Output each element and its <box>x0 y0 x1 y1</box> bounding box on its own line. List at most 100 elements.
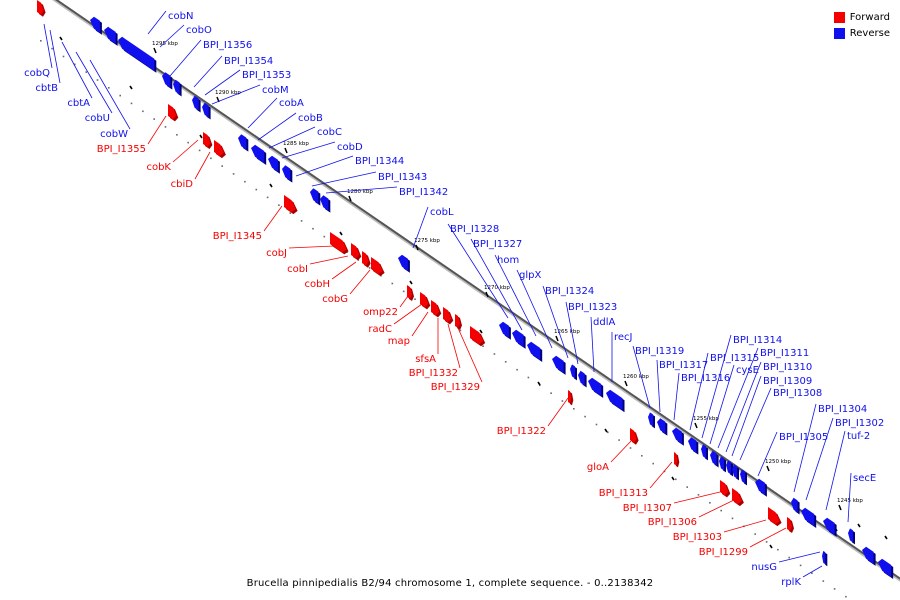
gene-label-tuf-2: tuf-2 <box>847 431 870 442</box>
ruler-dot <box>300 220 303 222</box>
ruler-dot <box>130 102 133 105</box>
gene-label-cobq: cobQ <box>24 68 50 79</box>
ruler-dot <box>697 494 700 496</box>
gene-glyph-bpi-i1355 <box>168 104 177 120</box>
gene-glyph-bpi-i1303 <box>768 507 780 525</box>
gene-label-cobo: cobO <box>186 25 212 36</box>
gene-glyph-radc <box>420 292 429 308</box>
ruler-dot <box>210 157 212 160</box>
ruler-dot <box>845 595 847 598</box>
scale-label: 1260 kbp <box>623 374 649 380</box>
gene-label-radc: radC <box>368 324 392 335</box>
gene-glyph-bpi-i1299 <box>787 517 792 531</box>
gene-labels: cobQ cbtB cbtA cobU cobW BPI_I1355 cobN cobO BPI… <box>24 11 884 588</box>
gene-glyph-bpi-i1329 <box>470 326 484 345</box>
ruler-tick <box>671 476 675 481</box>
leader-omp22 <box>399 295 409 308</box>
gene-label-bpi-i1355: BPI_I1355 <box>97 144 146 155</box>
leader-bpi-i1305 <box>757 431 778 477</box>
gene-label-cobd: cobD <box>337 142 363 153</box>
gene-glyph-bpi-i1332 <box>455 314 460 328</box>
gene-label-cobu: cobU <box>85 113 110 124</box>
scale-label: 1275 kbp <box>414 238 440 244</box>
strand-legend: Forward Reverse <box>833 9 890 41</box>
ruler-dot <box>720 509 722 512</box>
ruler-tick <box>199 134 203 139</box>
leader-cobi <box>309 255 349 265</box>
gene-label-sfsa: sfsA <box>415 354 436 365</box>
ruler-dot <box>255 188 258 191</box>
ruler-dot <box>811 572 813 574</box>
gene-label-hom: hom <box>497 255 519 266</box>
leader-cyse <box>709 364 735 445</box>
ruler-dot <box>244 180 246 183</box>
leader-bpi-i1322 <box>547 397 569 427</box>
leader-cobl <box>412 206 429 249</box>
gene-glyph-map <box>431 300 440 316</box>
leader-bpi-i1317 <box>656 359 661 413</box>
leader-cobc <box>268 126 316 149</box>
leader-map <box>411 311 429 337</box>
ruler-dot <box>51 47 53 50</box>
leader-bpi-i1306 <box>698 499 735 518</box>
gene-glyph-cobj <box>330 232 347 253</box>
gene-label-cobj: cobJ <box>266 248 287 259</box>
leader-bpi-i1327 <box>470 238 523 331</box>
ruler-dot <box>289 212 292 214</box>
gene-label-cbid: cbiD <box>171 179 194 190</box>
gene-shade-bpi-i1322 <box>570 392 574 406</box>
gene-glyphs <box>37 0 894 579</box>
scale-label: 1250 kbp <box>765 459 791 465</box>
gene-glyph-cobl <box>398 254 408 271</box>
gene-label-cobw: cobW <box>100 129 128 140</box>
ruler-dot <box>62 55 65 58</box>
ruler-dot <box>176 134 178 136</box>
ruler-dot <box>266 196 269 199</box>
gene-label-bpi-i1317: BPI_I1317 <box>659 360 708 371</box>
gene-glyph-unlabeled <box>104 26 116 44</box>
gene-shade-bpi-i1313 <box>676 454 680 468</box>
gene-label-gloa: gloA <box>587 462 609 473</box>
gene-glyph-cobq <box>118 36 155 71</box>
gene-label-bpi-i1305: BPI_I1305 <box>779 432 828 443</box>
ruler-dot <box>573 408 575 410</box>
ruler-dot <box>675 478 677 481</box>
gene-label-sece: secE <box>853 473 876 484</box>
gene-glyph-bpi-i1307 <box>720 480 729 496</box>
scale-tick <box>284 147 288 154</box>
sequence-caption: Brucella pinnipedialis B2/94 chromosome … <box>246 578 654 589</box>
gene-glyph-bpi-i1327 <box>512 329 524 347</box>
leader-bpi-i1343 <box>311 171 377 187</box>
gene-label-bpi-i1328: BPI_I1328 <box>450 224 499 235</box>
gene-label-bpi-i1354: BPI_I1354 <box>224 56 273 67</box>
leader-ddla <box>590 316 595 373</box>
leader-bpi-i1303 <box>723 519 767 533</box>
leader-cbta <box>61 41 93 99</box>
gene-label-cobm: cobM <box>262 85 289 96</box>
ruler-tick <box>604 428 608 433</box>
gene-glyph-bpi-i1308 <box>740 469 745 484</box>
ruler-dot <box>595 423 598 426</box>
leader-bpi-i1356 <box>169 39 202 77</box>
ruler-dot <box>198 149 201 152</box>
ruler-dot <box>312 227 314 230</box>
ruler-dot <box>40 40 42 42</box>
gene-glyph-nusg <box>822 550 826 565</box>
gene-label-bpi-i1313: BPI_I1313 <box>599 488 648 499</box>
leader-cobq <box>43 23 53 69</box>
gene-label-bpi-i1353: BPI_I1353 <box>242 70 291 81</box>
ruler-tick <box>59 36 63 41</box>
ruler-dot <box>539 384 541 387</box>
gene-label-cobl: cobL <box>430 207 454 218</box>
leader-coba <box>247 97 278 129</box>
ruler-dot <box>527 376 530 379</box>
gene-label-bpi-i1356: BPI_I1356 <box>203 40 252 51</box>
gene-label-bpi-i1322: BPI_I1322 <box>497 426 546 437</box>
gene-glyph-recj <box>606 389 623 411</box>
gene-glyph-bpi-i1310 <box>726 460 731 475</box>
leader-cobu <box>75 51 113 114</box>
ruler-dot <box>709 502 711 504</box>
ruler-dot <box>368 267 371 269</box>
gene-glyph-bpi-i1322 <box>568 390 572 404</box>
leader-bpi-i1332 <box>447 323 461 369</box>
